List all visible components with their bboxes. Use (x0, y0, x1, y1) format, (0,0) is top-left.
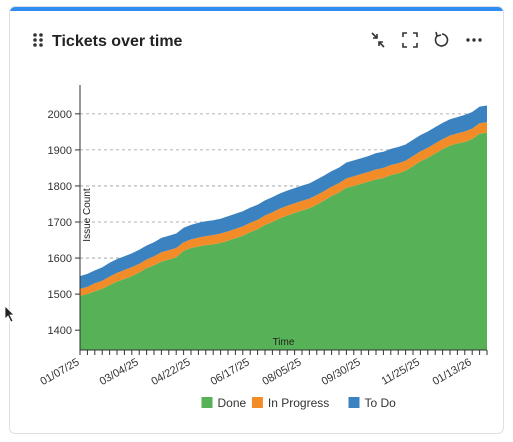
x-tick-label: 08/05/25 (260, 356, 303, 388)
y-tick-label: 1400 (48, 325, 72, 337)
x-tick-label: 06/17/25 (209, 356, 252, 388)
x-tick-label: 01/13/26 (431, 356, 474, 388)
mouse-cursor (4, 305, 15, 323)
accent-bar (10, 7, 503, 11)
x-tick-label: 09/30/25 (320, 356, 363, 388)
legend-swatch (201, 397, 213, 408)
y-tick-label: 1800 (48, 181, 72, 193)
more-icon[interactable] (466, 38, 482, 42)
y-tick-label: 2000 (48, 109, 72, 121)
legend-swatch (348, 397, 360, 408)
legend-label: To Do (365, 396, 397, 410)
area (80, 122, 487, 296)
legend-label: In Progress (268, 396, 329, 410)
widget-title: Tickets over time (52, 33, 183, 50)
y-tick-label: 1600 (48, 253, 72, 265)
x-tick-label: 01/07/25 (38, 356, 81, 388)
legend-swatch (251, 397, 263, 408)
area (80, 132, 487, 350)
x-tick-label: 04/22/25 (149, 356, 192, 388)
x-axis-label: Time (273, 337, 295, 348)
y-axis-label: Issue Count (82, 188, 93, 242)
collapse-icon[interactable] (371, 32, 385, 48)
legend-label: Done (218, 396, 247, 410)
x-tick-label: 03/04/25 (98, 356, 141, 388)
drag-handle[interactable] (33, 33, 43, 47)
area (80, 105, 487, 289)
x-tick-label: 11/25/25 (380, 356, 422, 387)
fullscreen-icon[interactable] (402, 32, 418, 48)
refresh-icon[interactable] (434, 31, 449, 47)
y-tick-label: 1500 (48, 289, 72, 301)
y-tick-label: 1900 (48, 145, 72, 157)
y-tick-label: 1700 (48, 217, 72, 229)
widget-card (9, 6, 504, 434)
